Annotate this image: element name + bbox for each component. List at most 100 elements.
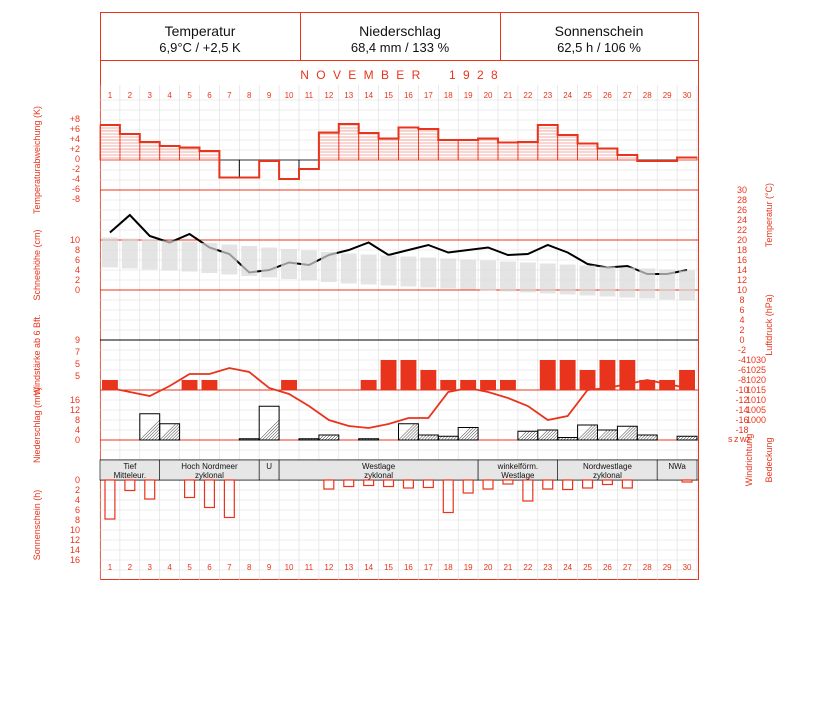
precip-hatch (242, 438, 244, 441)
precip-hatch (301, 438, 304, 441)
axis-label-pressure: Luftdruck (hPa) (764, 294, 774, 356)
precip-hatch (623, 426, 638, 441)
temperature-tick: 26 (737, 205, 747, 215)
sunshine-bar (522, 479, 534, 502)
pressure-tick: 1000 (746, 415, 766, 425)
day-label-top: 12 (324, 91, 333, 100)
precip-hatch (358, 438, 361, 441)
precip-bar (636, 434, 658, 441)
precip-hatch (532, 434, 538, 441)
temperature-tick: -14 (735, 405, 748, 415)
chart-marks (99, 123, 698, 520)
precip-hatch (307, 438, 310, 441)
day-label-top: 27 (623, 91, 632, 100)
precip-hatch (592, 434, 598, 441)
precip-hatch (597, 429, 608, 441)
precip-hatch (171, 431, 180, 441)
anomaly-tick: +2 (70, 144, 80, 154)
day-label-top: 29 (663, 91, 672, 100)
anomaly-tick: -4 (72, 174, 80, 184)
anomaly-tick: -2 (72, 164, 80, 174)
precip-hatch (679, 436, 685, 441)
day-label-top: 4 (167, 91, 172, 100)
precip-hatch (609, 431, 618, 441)
day-label-bottom: 14 (364, 563, 373, 572)
temperature-normal-band (281, 249, 297, 279)
temperature-normal-band (519, 262, 536, 293)
temperature-tick: 30 (737, 185, 747, 195)
day-label-top: 18 (444, 91, 453, 100)
anomaly-tick: +8 (70, 114, 80, 124)
precip-hatch (450, 436, 455, 441)
precip-tick: 12 (70, 405, 80, 415)
anomaly-bar (199, 150, 220, 161)
temperature-normal-band (221, 244, 238, 275)
precip-hatch (470, 431, 479, 441)
temperature-tick: 12 (737, 275, 747, 285)
precip-hatch (566, 437, 570, 441)
anomaly-bar (477, 138, 499, 161)
sun-tick: 16 (70, 555, 80, 565)
temperature-tick: 0 (739, 335, 744, 345)
precip-hatch (277, 437, 280, 441)
precip-hatch (145, 425, 160, 441)
anomaly-tick: -6 (72, 184, 80, 194)
wind-bar (659, 380, 676, 390)
anomaly-bar (497, 142, 519, 161)
day-label-bottom: 7 (227, 563, 232, 572)
wind-tick: 5 (75, 371, 80, 381)
temperature-normal-band (559, 264, 576, 295)
axis-label-precip: Niederschlag (mm) (32, 387, 42, 463)
temperature-tick: -10 (735, 385, 748, 395)
day-label-top: 16 (404, 91, 413, 100)
pressure-tick: 1010 (746, 395, 766, 405)
day-label-top: 21 (503, 91, 512, 100)
weathertype-label: zyklonal (364, 471, 393, 480)
precip-bar (159, 423, 181, 441)
precip-hatch (333, 434, 339, 441)
day-label-bottom: 29 (663, 563, 672, 572)
sunshine-value: 62,5 h / 106 % (557, 40, 641, 55)
precip-hatch (401, 423, 418, 441)
day-label-top: 2 (128, 91, 133, 100)
temperature-tick: 28 (737, 195, 747, 205)
sunshine-bar (462, 479, 474, 494)
weathertype-label: winkelförm. (497, 462, 538, 471)
day-label-top: 30 (683, 91, 692, 100)
precip-hatch (523, 431, 533, 441)
weathertype-label: Mitteleur. (114, 471, 146, 480)
precip-hatch (168, 428, 180, 441)
temperature-tick: -18 (735, 425, 748, 435)
wind-bar (181, 380, 198, 390)
precip-hatch (612, 434, 618, 441)
wind-bar (599, 360, 616, 390)
day-label-bottom: 21 (503, 563, 512, 572)
precip-hatch (447, 436, 452, 441)
anomaly-bar (119, 133, 141, 161)
weathertype-label: Westlage (362, 462, 396, 471)
pressure-tick: 1020 (746, 375, 766, 385)
day-label-top: 25 (583, 91, 592, 100)
precip-hatch (444, 436, 449, 441)
wind-bar (639, 380, 656, 390)
pressure-tick: 1025 (746, 365, 766, 375)
precip-hatch (310, 438, 313, 441)
precip-hatch (600, 429, 611, 441)
temperature-tick: 4 (739, 315, 744, 325)
anomaly-step-line (100, 123, 697, 180)
weathertype-label: NWa (668, 462, 686, 471)
sunshine-bar (681, 479, 693, 483)
precip-hatch (239, 438, 241, 441)
sunshine-bar (601, 479, 613, 486)
temperature-value: 6,9°C / +2,5 K (159, 40, 241, 55)
temperature-normal-band (261, 247, 278, 278)
axis-label-temp: Temperatur (°C) (764, 183, 774, 247)
precip-hatch (159, 423, 177, 441)
precipitation-value: 68,4 mm / 133 % (351, 40, 450, 55)
temperature-tick: -16 (735, 415, 748, 425)
sunshine-bar (124, 479, 136, 492)
day-label-bottom: 5 (187, 563, 192, 572)
precip-hatch (330, 434, 337, 441)
precip-hatch (271, 431, 280, 441)
temperature-normal-band (579, 265, 596, 296)
